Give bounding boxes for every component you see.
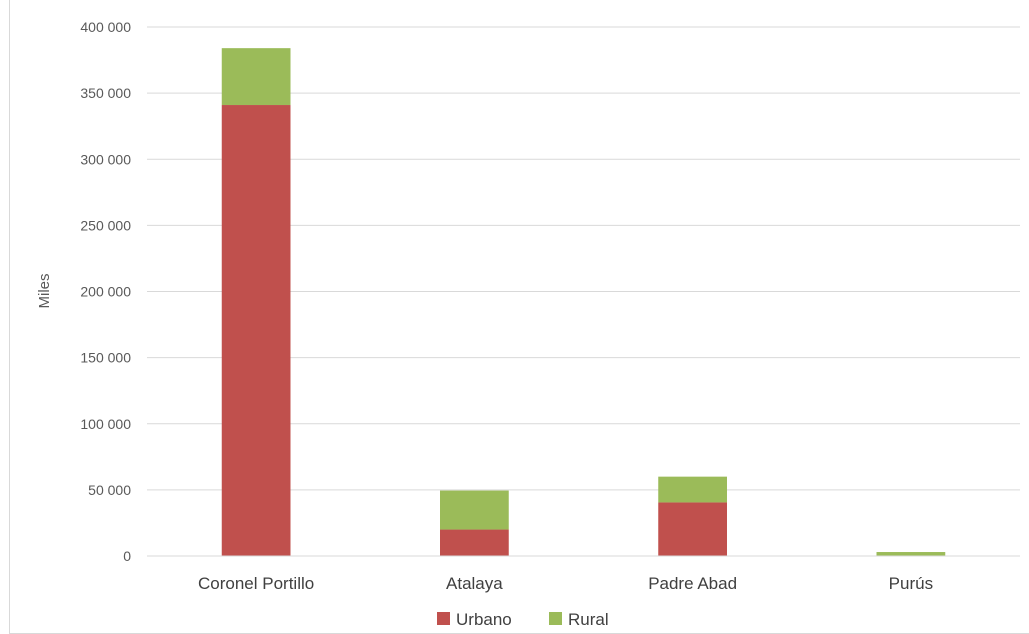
legend-swatch-urbano: [437, 612, 450, 625]
y-tick-label: 0: [123, 548, 131, 564]
y-tick-label: 400 000: [80, 19, 131, 35]
bars: [221, 48, 946, 556]
y-tick-label: 300 000: [80, 151, 131, 167]
bar-rural-0: [221, 48, 291, 106]
x-category-label: Atalaya: [446, 574, 503, 593]
bar-rural-1: [440, 490, 509, 530]
gridlines: [147, 26, 1020, 491]
y-axis-label: Miles: [36, 273, 53, 308]
x-category-label: Padre Abad: [648, 574, 737, 593]
legend: Urbano Rural: [437, 610, 609, 629]
x-axis-categories: Coronel Portillo Atalaya Padre Abad Purús: [198, 574, 933, 593]
bar-rural-3: [876, 552, 946, 556]
y-axis-ticks: 0 50 000 100 000 150 000 200 000 250 000 300 0…: [80, 19, 131, 564]
y-tick-label: 100 000: [80, 416, 131, 432]
bar-urbano-0: [221, 105, 291, 556]
y-tick-label: 350 000: [80, 85, 131, 101]
legend-label-rural: Rural: [568, 610, 609, 629]
y-tick-label: 250 000: [80, 217, 131, 233]
legend-swatch-rural: [549, 612, 562, 625]
legend-label-urbano: Urbano: [456, 610, 512, 629]
x-category-label: Coronel Portillo: [198, 574, 314, 593]
bar-urbano-1: [440, 529, 509, 556]
bar-urbano-2: [658, 502, 727, 556]
x-category-label: Purús: [889, 574, 933, 593]
y-tick-label: 150 000: [80, 350, 131, 366]
y-tick-label: 200 000: [80, 284, 131, 300]
y-tick-label: 50 000: [88, 482, 131, 498]
bar-rural-2: [658, 476, 727, 503]
